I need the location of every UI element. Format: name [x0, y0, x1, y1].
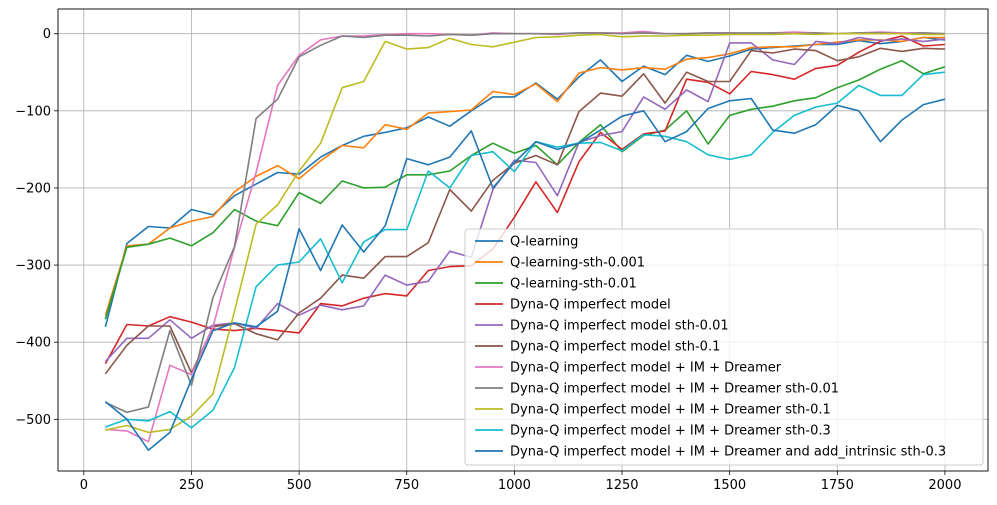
legend-label: Dyna-Q imperfect model + IM + Dreamer	[510, 361, 782, 376]
legend-label: Dyna-Q imperfect model	[510, 298, 671, 313]
legend-label: Dyna-Q imperfect model + IM + Dreamer st…	[510, 424, 831, 439]
legend-label: Q-learning-sth-0.001	[510, 256, 645, 271]
x-tick-label: 500	[287, 478, 312, 493]
x-tick-label: 250	[179, 478, 204, 493]
legend: Q-learning Q-learning-sth-0.001 Q-learning…	[464, 228, 984, 466]
series-line-3	[104, 59, 946, 320]
legend-label: Q-learning	[510, 235, 578, 250]
x-tick-label: 1250	[605, 478, 638, 493]
plot-frame	[57, 8, 989, 472]
series-line-9	[105, 32, 945, 434]
legend-label: Q-learning-sth-0.01	[510, 277, 637, 292]
y-tick-label: −400	[15, 336, 51, 351]
legend-label: Dyna-Q imperfect model sth-0.1	[510, 340, 720, 355]
series-lines	[104, 30, 946, 452]
axis-ticks: 0 250 500 750 1000 1250 1500 1750 2000 0 −100 −200 −…	[15, 27, 961, 493]
x-tick-label: 1500	[713, 478, 746, 493]
legend-label: Dyna-Q imperfect model + IM + Dreamer st…	[510, 382, 839, 397]
series-line-10	[105, 71, 945, 429]
x-tick-label: 1750	[821, 478, 854, 493]
y-tick-label: −100	[15, 104, 51, 119]
legend-label: Dyna-Q imperfect model + IM + Dreamer an…	[510, 445, 946, 460]
legend-label: Dyna-Q imperfect model sth-0.01	[510, 319, 729, 334]
y-tick-label: −500	[15, 413, 51, 428]
x-tick-label: 2000	[928, 478, 961, 493]
legend-label: Dyna-Q imperfect model + IM + Dreamer st…	[510, 403, 831, 418]
x-tick-label: 1000	[498, 478, 531, 493]
series-line-11	[104, 97, 946, 452]
x-tick-label: 750	[394, 478, 419, 493]
legend-box	[464, 228, 984, 466]
y-tick-label: −300	[15, 259, 51, 274]
y-tick-label: −200	[15, 181, 51, 196]
y-tick-label: 0	[43, 27, 51, 42]
x-tick-label: 0	[80, 478, 88, 493]
